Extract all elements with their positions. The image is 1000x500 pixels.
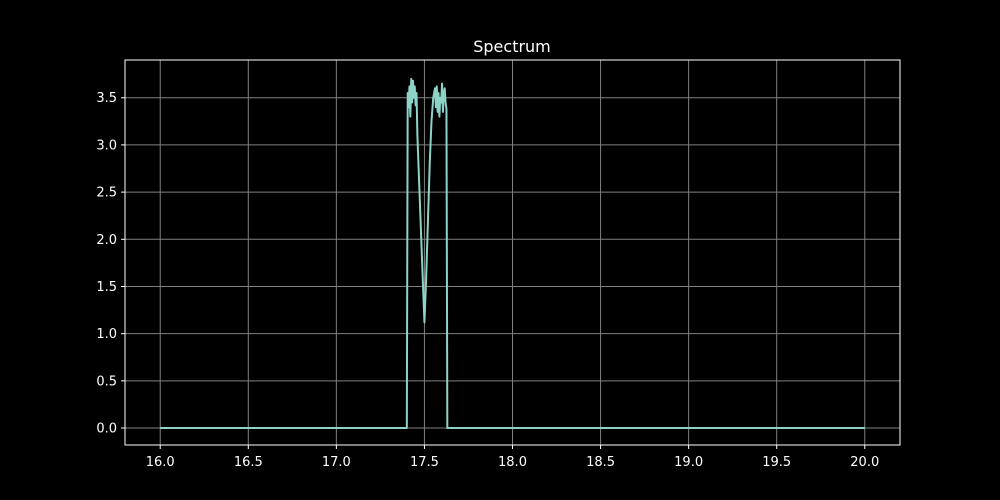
grid	[125, 60, 900, 445]
x-tick-label: 20.0	[850, 455, 879, 470]
x-tick-label: 17.0	[322, 455, 351, 470]
y-tick-label: 2.5	[96, 186, 117, 201]
x-tick-label: 18.5	[586, 455, 615, 470]
spectrum-line	[160, 77, 865, 430]
x-tick-label: 16.0	[146, 455, 175, 470]
x-tick-label: 19.0	[674, 455, 703, 470]
chart-title: Spectrum	[473, 37, 551, 56]
y-tick-label: 3.0	[96, 138, 117, 153]
x-tick-label: 19.5	[762, 455, 791, 470]
y-tick-label: 0.5	[96, 374, 117, 389]
y-tick-label: 2.0	[96, 233, 117, 248]
ticks: 16.0 16.5 17.0 17.5 18.0 18.5 19.0 19.5 20.0 0.0 0…	[96, 91, 879, 470]
plot-area	[160, 77, 865, 430]
x-tick-label: 18.0	[498, 455, 527, 470]
y-tick-label: 0.0	[96, 422, 117, 437]
x-tick-label: 17.5	[410, 455, 439, 470]
x-tick-label: 16.5	[234, 455, 263, 470]
y-tick-label: 1.5	[96, 280, 117, 295]
y-tick-label: 1.0	[96, 327, 117, 342]
y-tick-label: 3.5	[96, 91, 117, 106]
